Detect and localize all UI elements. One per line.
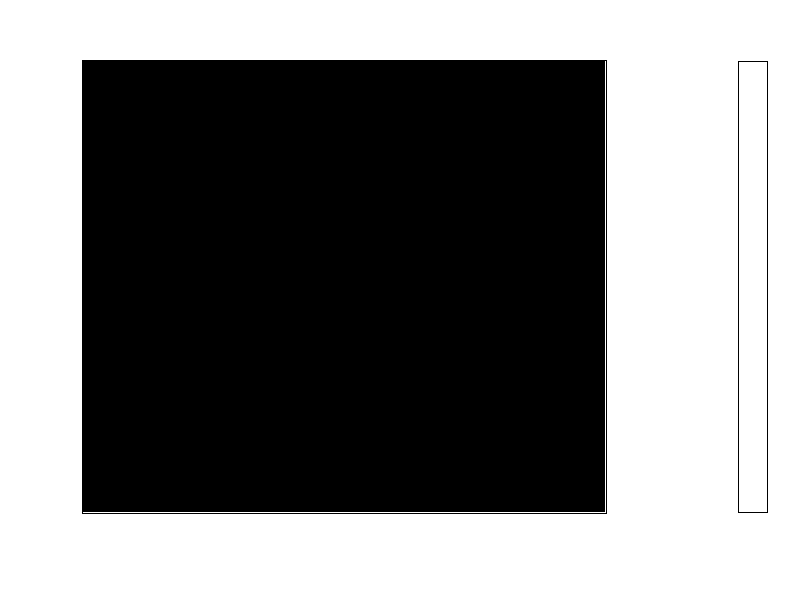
metadata-header <box>0 29 800 43</box>
latitude-field <box>633 29 637 43</box>
altitude-field <box>473 29 481 43</box>
colorbar-canvas <box>739 62 767 512</box>
orbit-field <box>6 29 10 43</box>
ionogram-heatmap <box>82 60 605 512</box>
longitude-field <box>790 29 794 43</box>
sza-field <box>316 29 320 43</box>
heatmap-canvas <box>82 60 605 512</box>
colorbar <box>738 61 768 513</box>
